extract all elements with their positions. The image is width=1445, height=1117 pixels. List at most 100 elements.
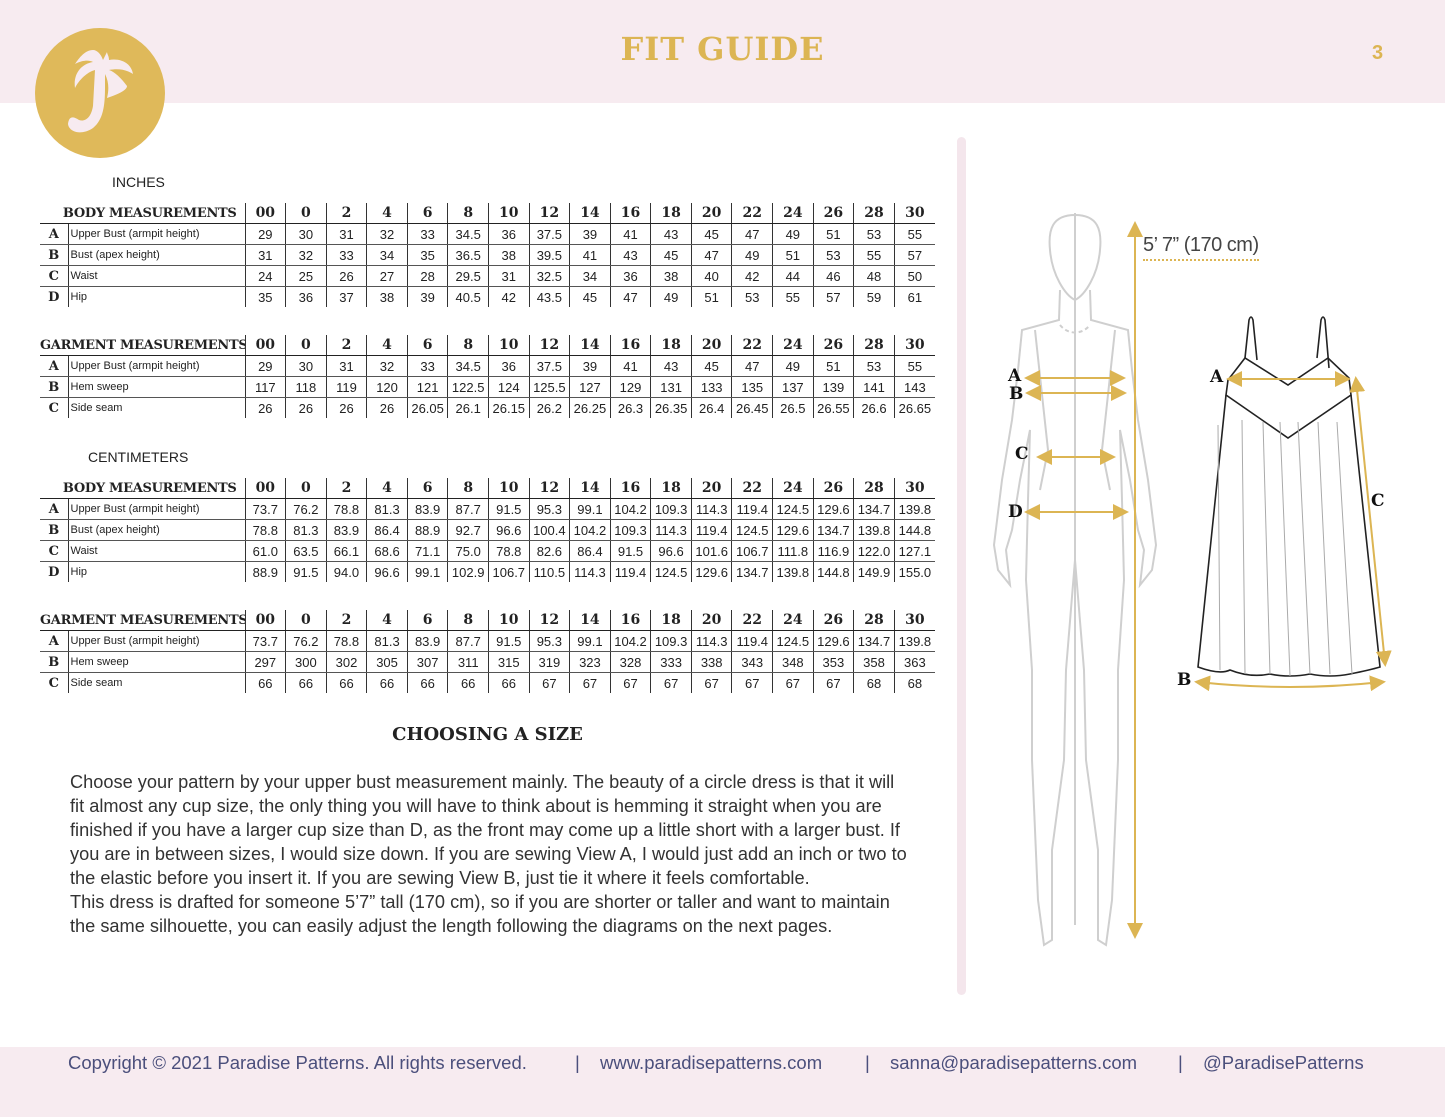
size-header: 16 [609,203,651,224]
table-cell: 106.7 [731,540,773,562]
size-header: 00 [244,203,286,224]
table-cell: 78.8 [487,540,530,562]
table-cell: 44 [772,265,814,287]
table-cell: 91.5 [487,498,530,520]
table-cell: 67 [731,672,773,693]
table-cell: 39.5 [528,244,570,266]
inches-garment-table: GARMENT MEASUREMENTS 00 0 2 4 6 8 10 12 14 16 18 20 2… [40,335,935,418]
table-cell: 81.3 [366,498,408,520]
table-cell: 305 [366,651,408,673]
table-cell: 125.5 [528,376,570,398]
table-cell: 124.5 [650,561,692,582]
table-cell: 26 [285,397,327,418]
size-header: 28 [853,478,895,499]
table-cell: 28 [406,265,448,287]
table-cell: 31 [325,355,367,377]
table-cell: 83.9 [406,630,448,652]
table-cell: 49 [772,223,814,245]
table-cell: 26.55 [812,397,854,418]
table-cell: 297 [244,651,286,673]
size-header: 26 [812,335,854,356]
table-cell: 29 [244,355,286,377]
table-cell: 24 [244,265,286,287]
table-cell: 144.8 [812,561,854,582]
table-cell: 32.5 [528,265,570,287]
size-header: 6 [406,478,448,499]
table-cell: 139 [812,376,854,398]
table-cell: 47 [609,286,651,307]
table-cell: 111.8 [772,540,814,562]
table-cell: 302 [325,651,367,673]
table-cell: 100.4 [528,519,570,541]
table-row: C Side seam 26 26 26 26 26.05 26.1 26.15 26.2 26.2… [40,397,935,418]
table-cell: 78.8 [325,498,367,520]
table-cell: 49 [731,244,773,266]
table-cell: 47 [731,355,773,377]
size-header: 6 [406,610,448,631]
row-label: Hem sweep [67,651,246,673]
size-header: 12 [528,335,570,356]
size-header: 30 [893,203,935,224]
table-cell: 99.1 [406,561,448,582]
table-cell: 149.9 [853,561,895,582]
table-cell: 32 [366,355,408,377]
table-row: C Waist 61.0 63.5 66.1 68.6 71.1 75.0 78.8 82.6 86… [40,540,935,562]
table-cell: 155.0 [893,561,935,582]
table-row: A Upper Bust (armpit height) 29 30 31 32 33 34.… [40,223,935,245]
size-header: 6 [406,335,448,356]
table-cell: 124.5 [772,630,814,652]
footer-social-link[interactable]: @ParadisePatterns [1203,1052,1364,1073]
row-label: Hip [67,286,246,307]
page-number: 3 [1372,42,1384,64]
table-cell: 38 [650,265,692,287]
table-cell: 109.3 [650,630,692,652]
table-cell: 92.7 [447,519,489,541]
table-cell: 36 [487,223,530,245]
table-cell: 139.8 [772,561,814,582]
footer-email-link[interactable]: sanna@paradisepatterns.com [890,1052,1138,1073]
table-cell: 323 [569,651,611,673]
body-label-d: D [1008,502,1023,522]
table-row: B Hem sweep 117 118 119 120 121 122.5 124 125.5 12… [40,376,935,398]
table-cell: 124.5 [772,498,814,520]
table-cell: 95.3 [528,498,570,520]
table-cell: 36.5 [447,244,489,266]
size-header: 10 [487,478,530,499]
page-title: FIT GUIDE [620,30,825,68]
table-cell: 122.0 [853,540,895,562]
table-cell: 91.5 [487,630,530,652]
size-header: 22 [731,610,773,631]
size-header: 28 [853,203,895,224]
table-header-row: BODY MEASUREMENTS 00 0 2 4 6 8 10 12 14 16 18 20 22 24… [40,203,935,224]
table-cell: 94.0 [325,561,367,582]
table-header-row: GARMENT MEASUREMENTS 00 0 2 4 6 8 10 12 14 16 18 20 2… [40,610,935,631]
table-cell: 119.4 [731,498,773,520]
table-cell: 26.35 [650,397,692,418]
table-cell: 311 [447,651,489,673]
choosing-size-text: Choose your pattern by your upper bust m… [70,770,910,938]
table-cell: 88.9 [406,519,448,541]
table-cell: 328 [609,651,651,673]
inches-body-table: BODY MEASUREMENTS 00 0 2 4 6 8 10 12 14 16 18 20 22 24… [40,203,935,307]
table-cell: 129 [609,376,651,398]
footer-website-link[interactable]: www.paradisepatterns.com [600,1052,823,1073]
table-cell: 33 [406,223,448,245]
table-cell: 59 [853,286,895,307]
size-header: 8 [447,478,489,499]
table-cell: 102.9 [447,561,489,582]
table-cell: 57 [812,286,854,307]
table-cell: 95.3 [528,630,570,652]
size-header: 18 [650,610,692,631]
table-cell: 120 [366,376,408,398]
table-cell: 66 [325,672,367,693]
table-cell: 101.6 [690,540,732,562]
row-label: Bust (apex height) [67,244,246,266]
table-cell: 51 [812,223,854,245]
size-header: 00 [244,610,286,631]
table-cell: 96.6 [650,540,692,562]
table-row: B Bust (apex height) 78.8 81.3 83.9 86.4 88.9 9… [40,519,935,541]
size-header: 20 [690,478,732,499]
table-cell: 67 [569,672,611,693]
table-cell: 42 [487,286,530,307]
table-cell: 57 [893,244,935,266]
